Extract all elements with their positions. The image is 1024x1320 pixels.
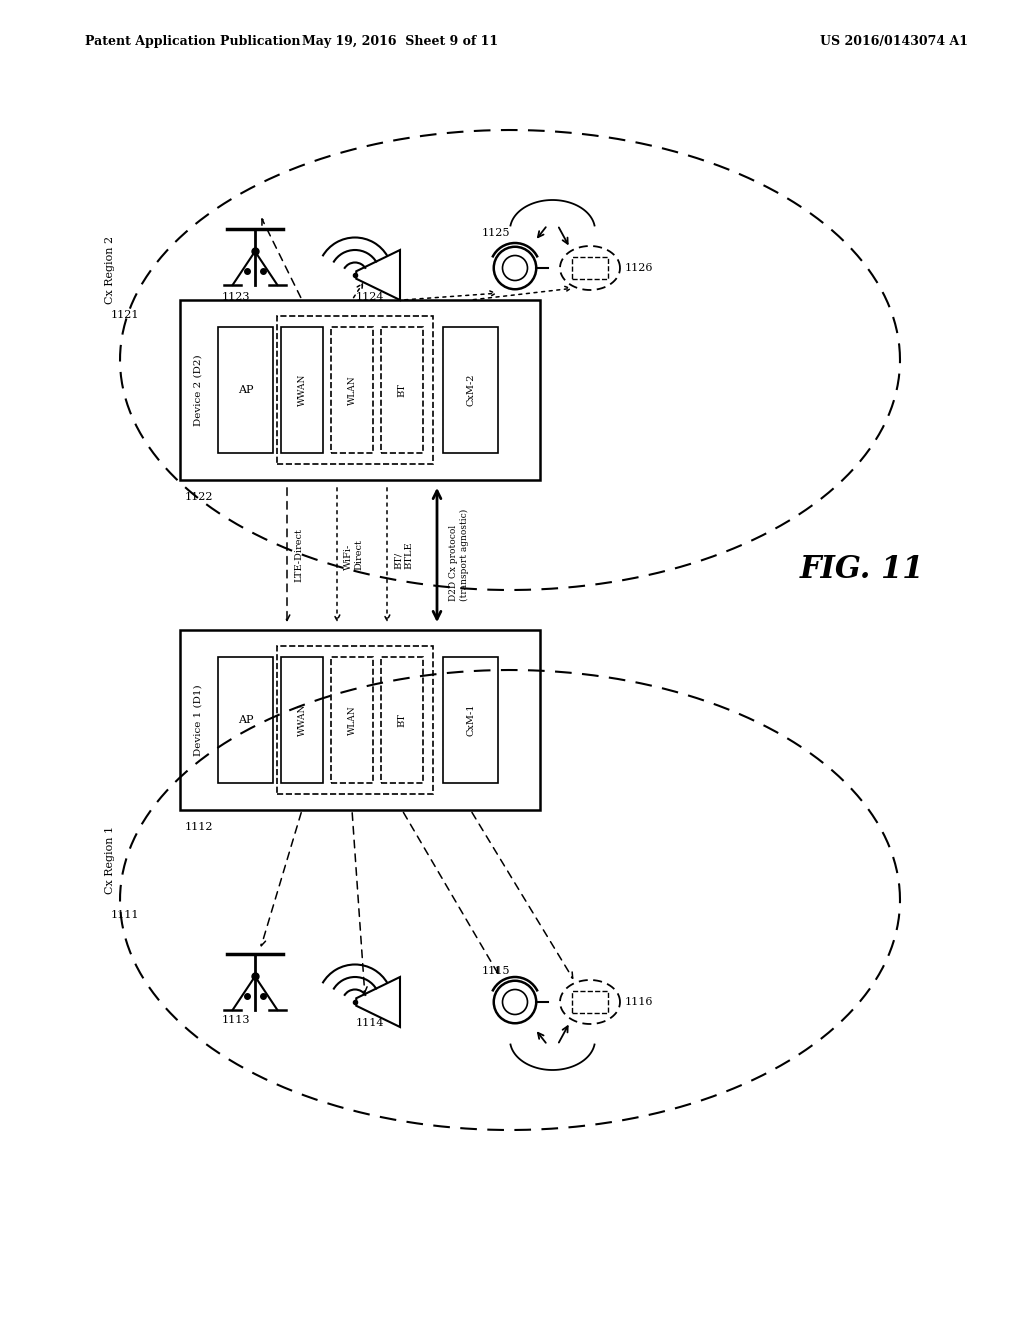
Text: BT: BT (397, 713, 407, 727)
Text: May 19, 2016  Sheet 9 of 11: May 19, 2016 Sheet 9 of 11 (302, 36, 498, 48)
Bar (381, 657, 423, 783)
Text: WLAN: WLAN (347, 375, 356, 405)
Text: CxM-1: CxM-1 (466, 704, 475, 737)
Text: Device 1 (D1): Device 1 (D1) (194, 684, 203, 756)
Bar (443, 327, 498, 453)
Text: 1123: 1123 (221, 292, 250, 302)
Bar (572, 991, 608, 1012)
Bar (572, 257, 608, 279)
Text: US 2016/0143074 A1: US 2016/0143074 A1 (820, 36, 968, 48)
Text: 1125: 1125 (481, 228, 510, 238)
Text: 1114: 1114 (355, 1018, 384, 1028)
Text: Cx Region 1: Cx Region 1 (105, 826, 115, 894)
Bar (218, 327, 273, 453)
Text: 1115: 1115 (481, 966, 510, 975)
Bar (331, 327, 373, 453)
Text: 1111: 1111 (111, 909, 139, 920)
Bar (180, 630, 540, 810)
Text: 1122: 1122 (185, 492, 213, 502)
Text: WLAN: WLAN (347, 705, 356, 735)
Bar (381, 327, 423, 453)
Text: WiFi-
Direct: WiFi- Direct (344, 540, 364, 570)
Text: BT/
BTLE: BT/ BTLE (394, 541, 414, 569)
Text: Device 2 (D2): Device 2 (D2) (194, 354, 203, 426)
Text: 1116: 1116 (625, 997, 653, 1007)
Text: BT: BT (397, 383, 407, 397)
Text: D2D Cx protocol
(transport agnostic): D2D Cx protocol (transport agnostic) (449, 510, 469, 601)
Text: AP: AP (238, 715, 253, 725)
Text: WWAN: WWAN (298, 374, 306, 407)
Bar (218, 657, 273, 783)
Text: 1113: 1113 (221, 1015, 250, 1026)
Text: 1121: 1121 (111, 310, 139, 319)
Bar (278, 647, 433, 793)
Text: AP: AP (238, 385, 253, 395)
Bar (331, 657, 373, 783)
Text: CxM-2: CxM-2 (466, 374, 475, 407)
Text: 1126: 1126 (625, 263, 653, 273)
Bar (443, 657, 498, 783)
Text: LTE-Direct: LTE-Direct (294, 528, 303, 582)
Text: Patent Application Publication: Patent Application Publication (85, 36, 300, 48)
Bar (180, 300, 540, 480)
Bar (281, 657, 323, 783)
Bar (278, 317, 433, 463)
Text: 1124: 1124 (355, 292, 384, 302)
Text: FIG. 11: FIG. 11 (800, 554, 925, 586)
Text: WWAN: WWAN (298, 704, 306, 737)
Bar (281, 327, 323, 453)
Text: 1112: 1112 (185, 822, 213, 832)
Text: Cx Region 2: Cx Region 2 (105, 236, 115, 304)
